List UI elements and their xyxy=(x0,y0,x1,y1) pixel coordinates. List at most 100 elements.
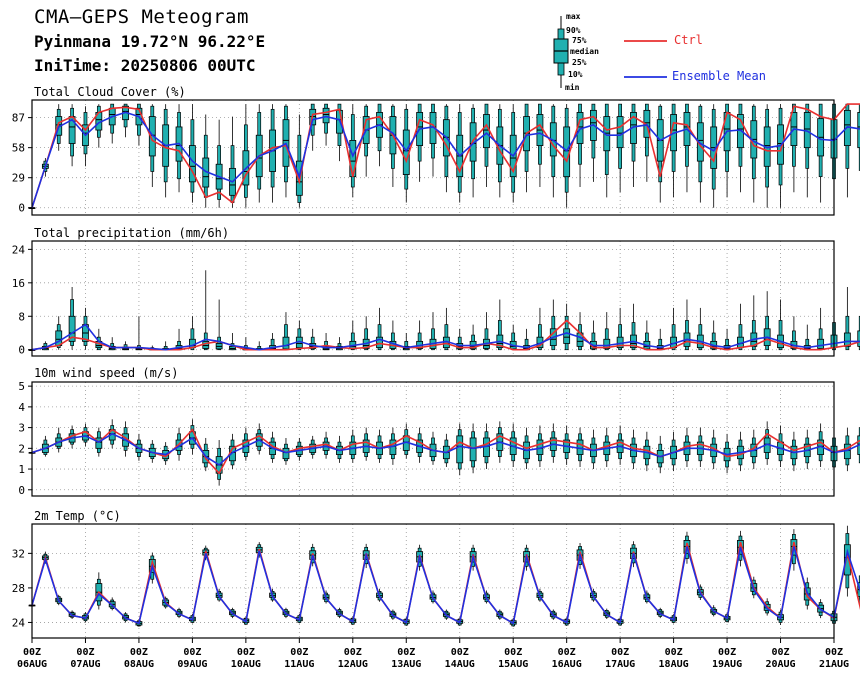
box-plot xyxy=(549,104,557,198)
box-plot xyxy=(188,419,196,455)
box-25-75 xyxy=(737,114,744,149)
x-tick-hour: 00Z xyxy=(665,647,683,658)
box-25-75 xyxy=(322,107,330,124)
box-plot xyxy=(803,103,811,198)
box-25-75 xyxy=(282,447,290,460)
box-25-75 xyxy=(603,338,611,349)
y-tick-label: 16 xyxy=(12,277,25,290)
box-plot xyxy=(162,341,170,351)
x-tick-day: 21AUG xyxy=(819,659,849,670)
box-plot xyxy=(255,423,263,455)
box-plot xyxy=(376,103,383,167)
box-plot xyxy=(376,429,383,463)
y-tick-label: 8 xyxy=(18,310,25,323)
x-tick-hour: 00Z xyxy=(344,647,362,658)
box-25-75 xyxy=(282,336,290,350)
box-plot xyxy=(416,103,424,182)
x-tick-hour: 00Z xyxy=(23,647,41,658)
box-plot xyxy=(202,270,210,351)
box-plot xyxy=(563,303,571,351)
box-plot xyxy=(817,307,825,351)
box-plot xyxy=(122,103,129,138)
box-plot xyxy=(737,103,744,193)
legend xyxy=(553,16,667,88)
box-plot xyxy=(82,307,89,350)
y-tick-label: 5 xyxy=(18,380,25,393)
box-plot xyxy=(68,287,76,350)
y-tick-label: 0 xyxy=(18,344,25,357)
x-tick-day: 15AUG xyxy=(498,659,528,670)
x-tick-hour: 00Z xyxy=(76,647,94,658)
box-plot xyxy=(108,103,116,144)
box-plot xyxy=(536,103,544,188)
box-plot xyxy=(349,429,357,463)
box-plot xyxy=(229,333,236,351)
ensemble-mean-line xyxy=(31,546,860,625)
box-plot xyxy=(777,425,784,467)
x-tick-day: 06AUG xyxy=(17,659,47,670)
box-plot xyxy=(750,104,758,203)
x-tick-hour: 00Z xyxy=(558,647,576,658)
box-plot xyxy=(843,287,851,351)
box-plot xyxy=(82,423,89,447)
x-tick-day: 20AUG xyxy=(765,659,795,670)
box-25-75 xyxy=(817,338,825,349)
box-25-75 xyxy=(456,435,464,464)
legend-box-p25: 25% xyxy=(572,58,587,67)
box-plot xyxy=(549,423,557,463)
init-time-label: IniTime: 20250806 00UTC xyxy=(34,56,256,75)
box-plot xyxy=(656,435,664,474)
ctrl-line xyxy=(31,428,860,475)
legend-box-p90: 90% xyxy=(566,26,581,35)
box-plot xyxy=(122,341,129,351)
box-plot xyxy=(763,104,771,208)
box-plot xyxy=(389,104,397,188)
box-plot xyxy=(777,104,784,208)
panel-title-precip: Total precipitation (mm/6h) xyxy=(34,226,230,240)
box-plot xyxy=(456,423,464,476)
box-plot xyxy=(549,299,557,351)
box-plot xyxy=(55,427,63,453)
box-plot xyxy=(843,103,851,198)
x-tick-day: 10AUG xyxy=(231,659,261,670)
x-tick-hour: 00Z xyxy=(130,647,148,658)
box-plot xyxy=(817,423,825,467)
panel-frame xyxy=(31,381,835,497)
box-plot xyxy=(362,427,370,461)
legend-box-p10: 10% xyxy=(568,70,583,79)
box-plot xyxy=(483,103,490,188)
y-tick-label: 1 xyxy=(18,463,25,476)
ctrl-line xyxy=(31,319,860,351)
x-axis: 00Z06AUG00Z07AUG00Z08AUG00Z09AUG00Z10AUG… xyxy=(17,638,849,670)
box-plot xyxy=(817,103,825,203)
y-tick-label: 58 xyxy=(12,142,25,155)
box-25-75 xyxy=(483,114,490,149)
box-plot xyxy=(269,104,277,203)
box-plot xyxy=(603,103,611,198)
x-tick-day: 12AUG xyxy=(338,659,368,670)
box-10-90 xyxy=(792,330,796,351)
box-plot xyxy=(162,104,170,198)
box-plot xyxy=(696,427,704,467)
box-plot xyxy=(362,316,370,351)
panel-wind: 0 1 2 3 4 5 xyxy=(18,380,860,497)
legend-ctrl-label: Ctrl xyxy=(674,33,703,47)
box-plot xyxy=(255,104,263,203)
panel-title-temp: 2m Temp (°C) xyxy=(34,509,121,523)
x-tick-hour: 00Z xyxy=(397,647,415,658)
x-tick-day: 16AUG xyxy=(552,659,582,670)
y-tick-label: 0 xyxy=(18,202,25,215)
box-plot xyxy=(95,104,103,148)
box-plot xyxy=(68,104,76,167)
box-25-75 xyxy=(376,336,383,349)
box-plot xyxy=(242,427,250,461)
panel-cloud: 0 29 58 87 xyxy=(12,99,860,216)
box-25-75 xyxy=(563,328,571,344)
box-plot xyxy=(362,104,370,177)
box-plot xyxy=(55,316,63,350)
y-tick-label: 87 xyxy=(12,112,25,125)
y-tick-label: 4 xyxy=(18,401,25,414)
x-tick-day: 08AUG xyxy=(124,659,154,670)
x-tick-hour: 00Z xyxy=(772,647,790,658)
